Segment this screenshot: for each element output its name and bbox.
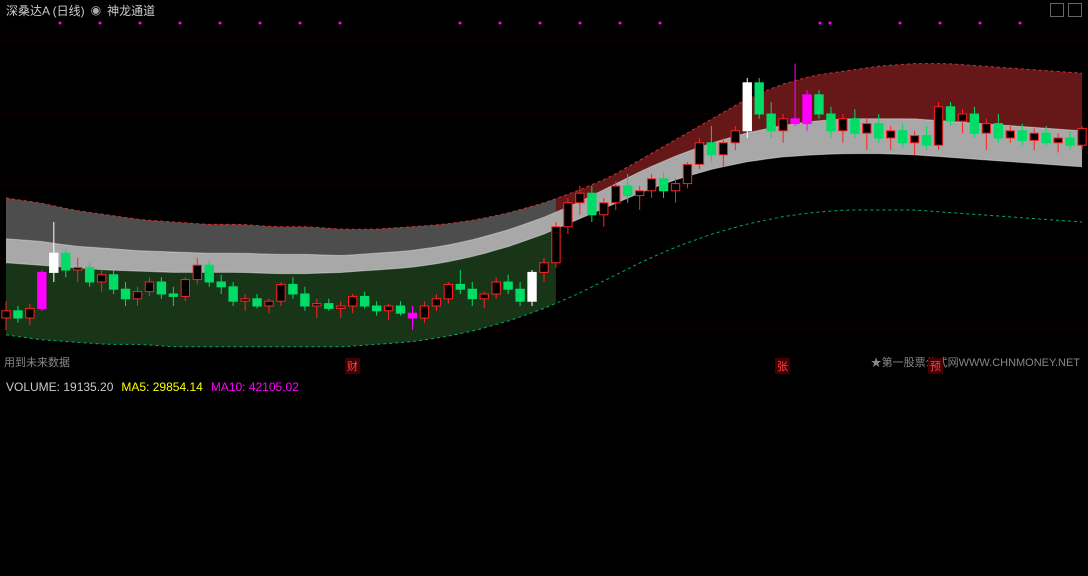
stock-name: 深桑达A (日线): [6, 2, 85, 19]
indicator-name: 神龙通道: [107, 2, 155, 19]
marker-yu: 预: [928, 358, 943, 374]
window-controls[interactable]: [1050, 3, 1082, 17]
marker-zhang: 张: [775, 358, 790, 374]
separator-icon: ◉: [91, 3, 101, 17]
future-data-label: 用到未来数据: [4, 354, 70, 370]
marker-cai: 财: [345, 358, 360, 374]
price-chart[interactable]: [0, 18, 1088, 378]
watermark: ★第一股票公式网WWW.CHNMONEY.NET: [871, 354, 1080, 370]
volume-chart[interactable]: [0, 384, 1088, 572]
chart-header: 深桑达A (日线) ◉ 神龙通道: [0, 0, 1088, 20]
